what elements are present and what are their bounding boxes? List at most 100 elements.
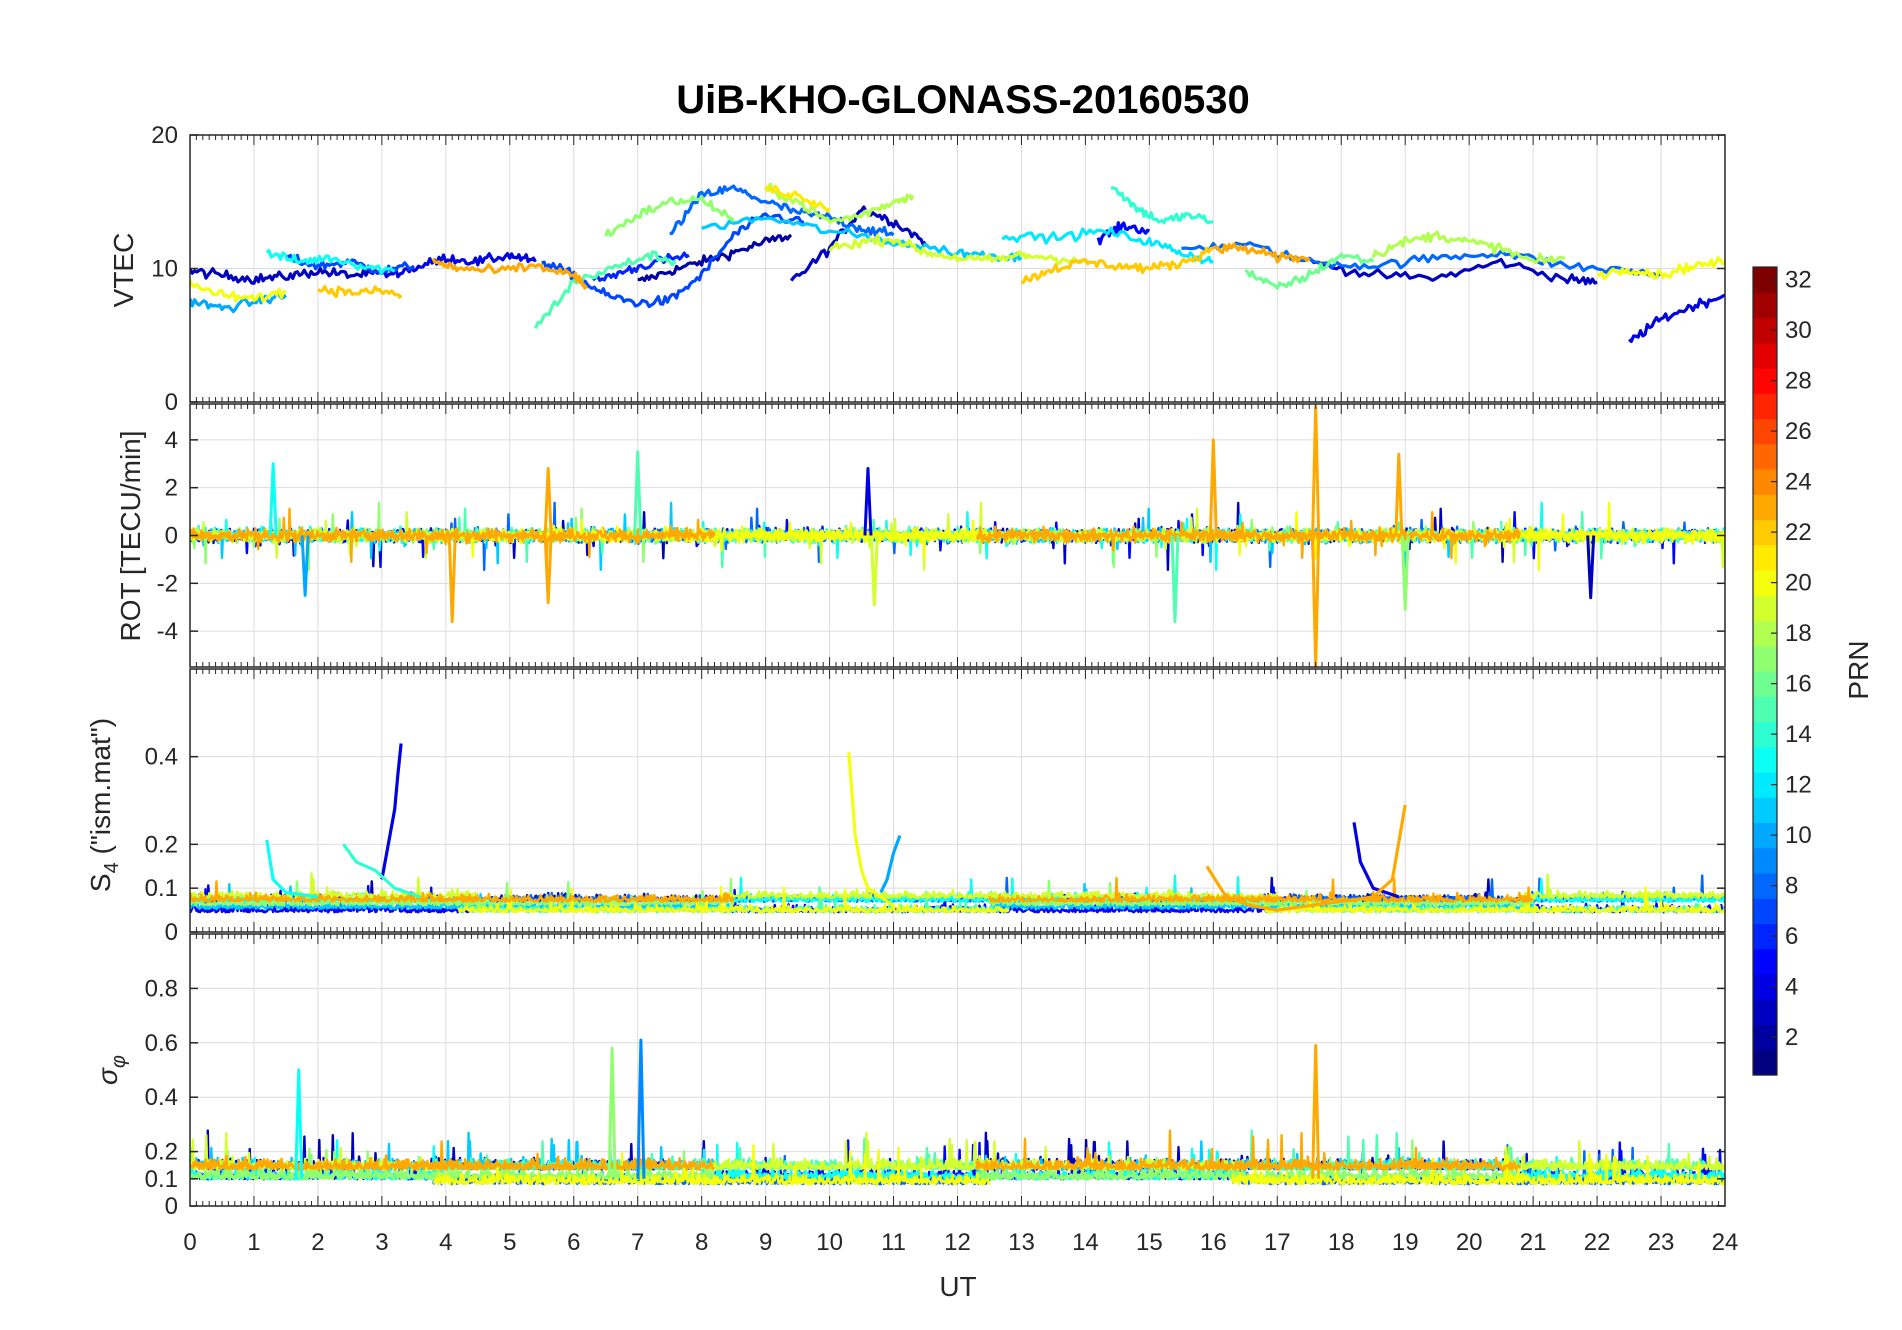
sigma_phi-trace-prn-23 (975, 1129, 1247, 1171)
y-tick-label: 0 (165, 919, 178, 946)
s4-ylabel: S4 ("ism.mat") (85, 718, 123, 892)
sigma_phi-trace-prn-23 (190, 1140, 447, 1171)
vtec-trace-prn-22 (316, 285, 403, 299)
x-tick-label: 12 (944, 1229, 971, 1256)
colorbar-swatch-prn-29 (1753, 342, 1777, 369)
x-tick-label: 22 (1584, 1229, 1611, 1256)
x-tick-label: 4 (439, 1229, 452, 1256)
y-tick-label: 0.4 (145, 1084, 178, 1111)
sigma_phi-trace-prn-20 (1500, 1146, 1725, 1186)
rot-spike-prn-19 (869, 535, 879, 607)
rot-ylabel: ROT [TECU/min] (115, 430, 146, 641)
s4-grid (189, 669, 1726, 933)
y-tick-label: 0.1 (145, 1166, 178, 1193)
sigma_phi-trace-prn-19 (700, 1131, 991, 1171)
y-tick-label: 0.8 (145, 975, 178, 1002)
colorbar-swatch-prn-17 (1753, 645, 1777, 672)
s4-trace-prn-13 (720, 876, 1010, 903)
vtec-trace-prn-10 (190, 291, 288, 314)
colorbar-tick-label: 32 (1785, 267, 1812, 294)
colorbar-swatch-prn-21 (1753, 544, 1777, 571)
colorbar-swatch-prn-1 (1753, 1049, 1777, 1076)
y-tick-label: 0 (165, 1193, 178, 1220)
rot-spike-prn-23 (543, 535, 553, 604)
vtec-series (190, 182, 1725, 343)
x-tick-label: 11 (881, 1229, 906, 1256)
s4-axes: 0 0.1 0.2 0.4 (145, 668, 1726, 946)
rot-trace-prn-23 (1231, 511, 1521, 560)
colorbar-tick-label: 8 (1785, 873, 1798, 900)
s4-trace-prn-23 (1263, 877, 1534, 903)
sigma_phi-spike-prn-23 (1311, 1044, 1321, 1179)
rot-series (190, 404, 1725, 668)
colorbar-tick-label: 14 (1785, 721, 1812, 748)
rot-spike-prn-10 (300, 535, 310, 597)
vtec-trace-prn-6 (591, 251, 690, 282)
s4-trace-prn-19 (1519, 873, 1725, 900)
x-tick-label: 15 (1136, 1229, 1163, 1256)
x-tick-label: 8 (695, 1229, 708, 1256)
x-tick-label: 13 (1008, 1229, 1035, 1256)
colorbar-box (1752, 266, 1778, 1076)
colorbar-tick-label: 30 (1785, 317, 1812, 344)
rot-spike-prn-15 (1170, 535, 1180, 624)
colorbar-swatch-prn-5 (1753, 948, 1777, 975)
vtec-trace-prn-3 (1308, 256, 1598, 286)
s4-event-prn-4 (1352, 822, 1400, 899)
s4-trace-prn-20 (719, 886, 1010, 914)
x-tick-label: 20 (1456, 1229, 1483, 1256)
sigma_phi-trace-prn-17 (190, 1141, 447, 1181)
s4-trace-prn-11 (457, 893, 735, 910)
axes-box (189, 134, 1726, 403)
s4-event-prn-14 (342, 843, 421, 899)
s4-panel: 0 0.1 0.2 0.4 S4 ("ism.mat") (85, 668, 1726, 946)
vtec-trace-prn-8 (669, 184, 895, 237)
x-tick-label: 2 (311, 1229, 324, 1256)
x-tick-labels: 0 1 2 3 4 5 6 7 8 9 10 11 12 13 14 15 16 17 18 19 20 21 22 23 24 (183, 1229, 1738, 1256)
sigma_phi-trace-prn-20 (1231, 1154, 1522, 1186)
x-tick-label: 21 (1520, 1229, 1547, 1256)
x-tick-label: 9 (759, 1229, 772, 1256)
y-tick-label: -2 (157, 570, 178, 597)
sigma_phi-trace-prn-20 (701, 1144, 991, 1186)
x-tick-label: 0 (183, 1229, 196, 1256)
s4-trace-prn-20 (1263, 896, 1535, 914)
colorbar-swatch-prn-19 (1753, 595, 1777, 622)
sigma-phi-ylabel: σφ (92, 1055, 130, 1085)
sigma_phi-trace-prn-20 (432, 1152, 716, 1186)
y-tick-label: 0 (165, 389, 178, 416)
s4-event-prn-10 (879, 835, 902, 894)
rot-spike-prn-23 (1208, 438, 1218, 536)
rot-axes: -4 -2 0 2 4 (157, 403, 1726, 668)
vtec-trace-prn-3 (190, 266, 383, 285)
y-tick-label: 2 (165, 475, 178, 502)
vtec-trace-prn-13 (265, 249, 396, 275)
colorbar-tick-label: 2 (1785, 1024, 1798, 1051)
x-tick-label: 24 (1712, 1229, 1739, 1256)
sigma_phi-trace-prn-23 (431, 1147, 715, 1171)
axes-box (189, 403, 1726, 668)
sigma_phi-spike-prn-9 (636, 1038, 646, 1179)
y-tick-label: 0.6 (145, 1030, 178, 1057)
s4-trace-prn-13 (1519, 878, 1725, 903)
x-tick-label: 23 (1648, 1229, 1675, 1256)
vtec-trace-prn-8 (1181, 241, 1663, 279)
colorbar-swatch-prn-13 (1753, 746, 1777, 773)
s4-trace-prn-11 (190, 883, 479, 910)
rot-spike-prn-13 (268, 462, 278, 536)
x-tick-label: 1 (247, 1229, 260, 1256)
colorbar-tick-label: 20 (1785, 570, 1812, 597)
y-tick-label: 4 (165, 427, 178, 454)
sigma_phi-spike-prn-17 (607, 1046, 617, 1179)
s4-trace-prn-23 (190, 880, 479, 903)
rot-trace-prn-20 (700, 519, 991, 559)
vtec-trace-prn-12 (1001, 226, 1214, 265)
colorbar-swatch-prn-11 (1753, 797, 1777, 824)
vtec-trace-prn-15 (533, 250, 677, 329)
sigma_phi-trace-prn-17 (1231, 1139, 1522, 1181)
rot-trace-prn-23 (431, 518, 716, 569)
s4-event-prn-23 (1309, 804, 1407, 908)
sigma-phi-axes: 00.10.2 0.4 0.6 0.8 (145, 933, 1726, 1220)
rot-spike-prn-23 (543, 467, 553, 536)
